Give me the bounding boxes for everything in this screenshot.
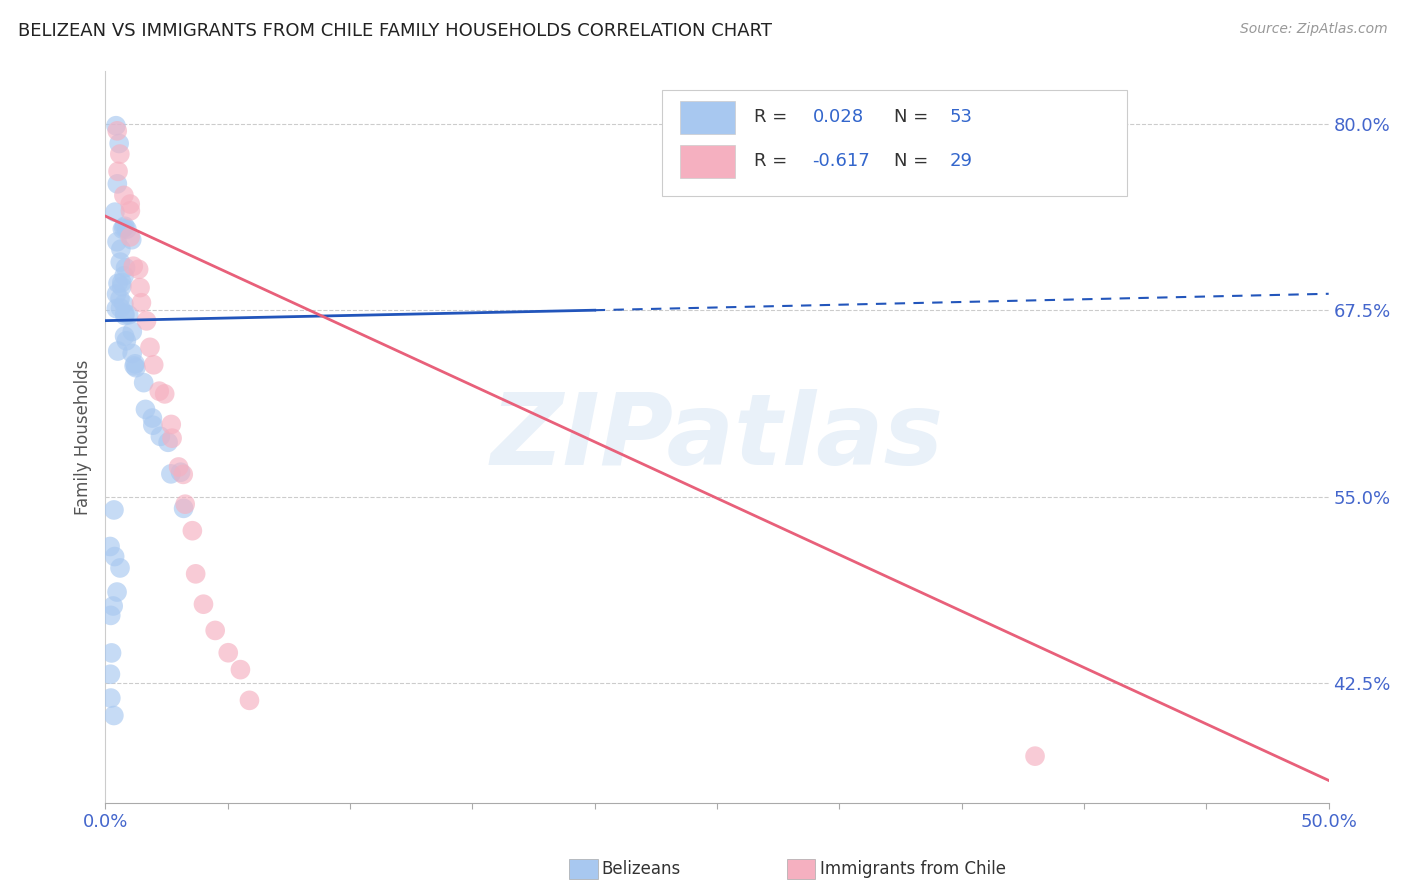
Point bbox=[112, 297, 135, 311]
Point bbox=[114, 329, 136, 343]
Point bbox=[108, 147, 131, 161]
Point bbox=[1024, 749, 1046, 764]
Text: 0.028: 0.028 bbox=[813, 109, 863, 127]
Point bbox=[103, 708, 125, 723]
Point bbox=[121, 233, 143, 247]
Point bbox=[103, 503, 125, 517]
Point bbox=[112, 268, 135, 283]
Point bbox=[110, 301, 132, 315]
Point bbox=[105, 124, 128, 138]
Point bbox=[160, 417, 183, 432]
Point bbox=[124, 357, 146, 371]
Bar bbox=[681, 145, 735, 178]
Point bbox=[174, 497, 197, 511]
Point bbox=[129, 280, 152, 294]
Point bbox=[105, 287, 128, 301]
Point bbox=[104, 549, 127, 564]
Point bbox=[172, 467, 194, 482]
Point bbox=[114, 219, 136, 234]
Text: R =: R = bbox=[754, 109, 793, 127]
Point bbox=[204, 624, 226, 638]
Text: 53: 53 bbox=[949, 109, 973, 127]
Point bbox=[142, 418, 165, 433]
Point bbox=[173, 501, 195, 516]
Text: -0.617: -0.617 bbox=[813, 153, 870, 170]
Point bbox=[160, 431, 183, 445]
Text: N =: N = bbox=[894, 153, 935, 170]
Point bbox=[100, 667, 122, 681]
Point bbox=[114, 306, 136, 320]
Point bbox=[100, 691, 122, 706]
Point bbox=[118, 308, 141, 322]
Text: R =: R = bbox=[754, 153, 793, 170]
Point bbox=[120, 197, 142, 211]
Point bbox=[108, 561, 131, 575]
Point bbox=[98, 540, 121, 554]
Point bbox=[115, 222, 138, 236]
Point bbox=[169, 465, 191, 479]
FancyBboxPatch shape bbox=[662, 90, 1126, 195]
Point bbox=[157, 435, 180, 450]
Point bbox=[131, 295, 153, 310]
Point bbox=[104, 205, 127, 219]
Point bbox=[142, 358, 165, 372]
Point bbox=[110, 242, 132, 256]
Point bbox=[132, 376, 155, 390]
Point bbox=[111, 276, 134, 290]
Text: Immigrants from Chile: Immigrants from Chile bbox=[820, 860, 1005, 878]
Point bbox=[112, 188, 135, 202]
Point bbox=[139, 340, 162, 354]
Point bbox=[108, 292, 131, 306]
Point bbox=[105, 585, 128, 599]
Point bbox=[100, 608, 122, 623]
Point bbox=[115, 334, 138, 348]
Point bbox=[105, 177, 128, 191]
Point bbox=[112, 220, 135, 235]
Point bbox=[121, 346, 143, 360]
Point bbox=[141, 411, 163, 425]
Point bbox=[107, 277, 129, 291]
Point bbox=[121, 325, 143, 339]
Point bbox=[101, 599, 124, 613]
Point bbox=[184, 566, 207, 581]
Point bbox=[217, 646, 239, 660]
Point bbox=[167, 460, 190, 475]
Point bbox=[238, 693, 260, 707]
Y-axis label: Family Households: Family Households bbox=[73, 359, 91, 515]
Point bbox=[107, 164, 129, 178]
Point bbox=[105, 301, 128, 316]
Point bbox=[107, 344, 129, 359]
Point bbox=[120, 230, 142, 244]
Point bbox=[149, 429, 172, 443]
Text: Belizeans: Belizeans bbox=[602, 860, 681, 878]
Point bbox=[110, 255, 132, 269]
Point bbox=[148, 384, 170, 399]
Text: ZIPatlas: ZIPatlas bbox=[491, 389, 943, 485]
Point bbox=[108, 136, 131, 151]
Point bbox=[229, 663, 252, 677]
Point bbox=[105, 235, 128, 249]
Text: 29: 29 bbox=[949, 153, 973, 170]
Point bbox=[111, 279, 134, 293]
Point bbox=[100, 646, 122, 660]
Point bbox=[128, 262, 150, 277]
Point bbox=[114, 260, 136, 275]
Point bbox=[104, 119, 127, 133]
Point bbox=[153, 387, 176, 401]
Point bbox=[122, 259, 145, 273]
Point bbox=[114, 309, 136, 323]
Point bbox=[135, 314, 157, 328]
Point bbox=[181, 524, 204, 538]
Text: Source: ZipAtlas.com: Source: ZipAtlas.com bbox=[1240, 22, 1388, 37]
Point bbox=[193, 597, 215, 611]
Point bbox=[111, 222, 134, 236]
Bar bbox=[681, 101, 735, 134]
Text: N =: N = bbox=[894, 109, 935, 127]
Point bbox=[122, 359, 145, 373]
Point bbox=[134, 402, 156, 417]
Point bbox=[125, 360, 148, 375]
Point bbox=[120, 203, 142, 218]
Point bbox=[160, 467, 183, 481]
Text: BELIZEAN VS IMMIGRANTS FROM CHILE FAMILY HOUSEHOLDS CORRELATION CHART: BELIZEAN VS IMMIGRANTS FROM CHILE FAMILY… bbox=[18, 22, 772, 40]
